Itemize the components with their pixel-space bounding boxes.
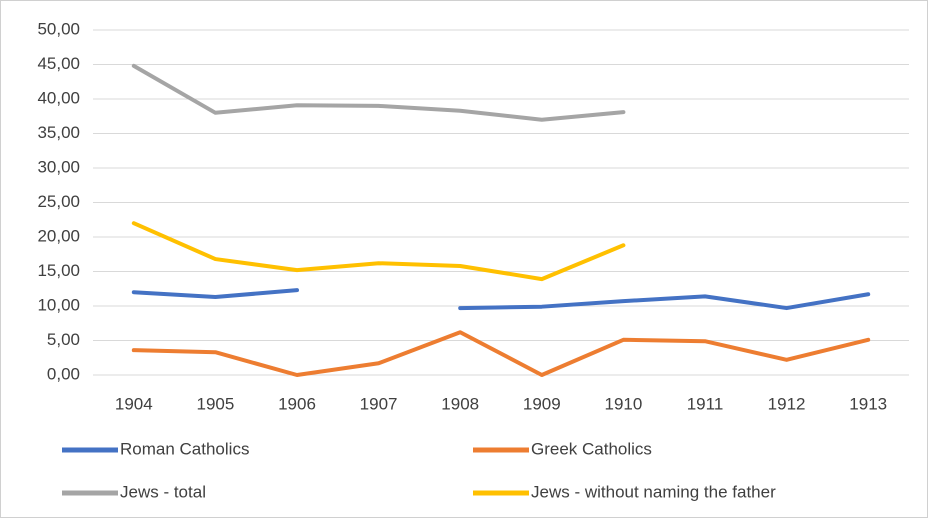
- legend-label: Greek Catholics: [531, 439, 652, 458]
- y-tick-label: 20,00: [37, 226, 80, 245]
- y-tick-label: 25,00: [37, 192, 80, 211]
- legend-label: Jews - total: [120, 482, 206, 501]
- y-tick-label: 0,00: [47, 364, 80, 383]
- x-tick-label: 1904: [115, 394, 153, 413]
- x-tick-label: 1905: [196, 394, 234, 413]
- x-tick-label: 1913: [849, 394, 887, 413]
- legend-label: Jews - without naming the father: [531, 482, 776, 501]
- legend-label: Roman Catholics: [120, 439, 249, 458]
- series-line: [131, 63, 626, 122]
- y-tick-label: 45,00: [37, 54, 80, 73]
- series-line: [131, 288, 871, 311]
- series-line: [131, 330, 871, 377]
- y-tick-label: 35,00: [37, 123, 80, 142]
- x-tick-label: 1911: [687, 394, 724, 413]
- y-tick-label: 10,00: [37, 295, 80, 314]
- x-tick-label: 1910: [604, 394, 642, 413]
- y-tick-label: 5,00: [47, 330, 80, 349]
- x-tick-label: 1908: [441, 394, 479, 413]
- y-tick-label: 15,00: [37, 261, 80, 280]
- y-tick-label: 50,00: [37, 19, 80, 38]
- x-tick-label: 1912: [768, 394, 806, 413]
- x-tick-label: 1906: [278, 394, 316, 413]
- x-tick-label: 1907: [360, 394, 398, 413]
- series-line: [131, 221, 626, 282]
- y-tick-label: 40,00: [37, 88, 80, 107]
- y-tick-label: 30,00: [37, 157, 80, 176]
- x-tick-label: 1909: [523, 394, 561, 413]
